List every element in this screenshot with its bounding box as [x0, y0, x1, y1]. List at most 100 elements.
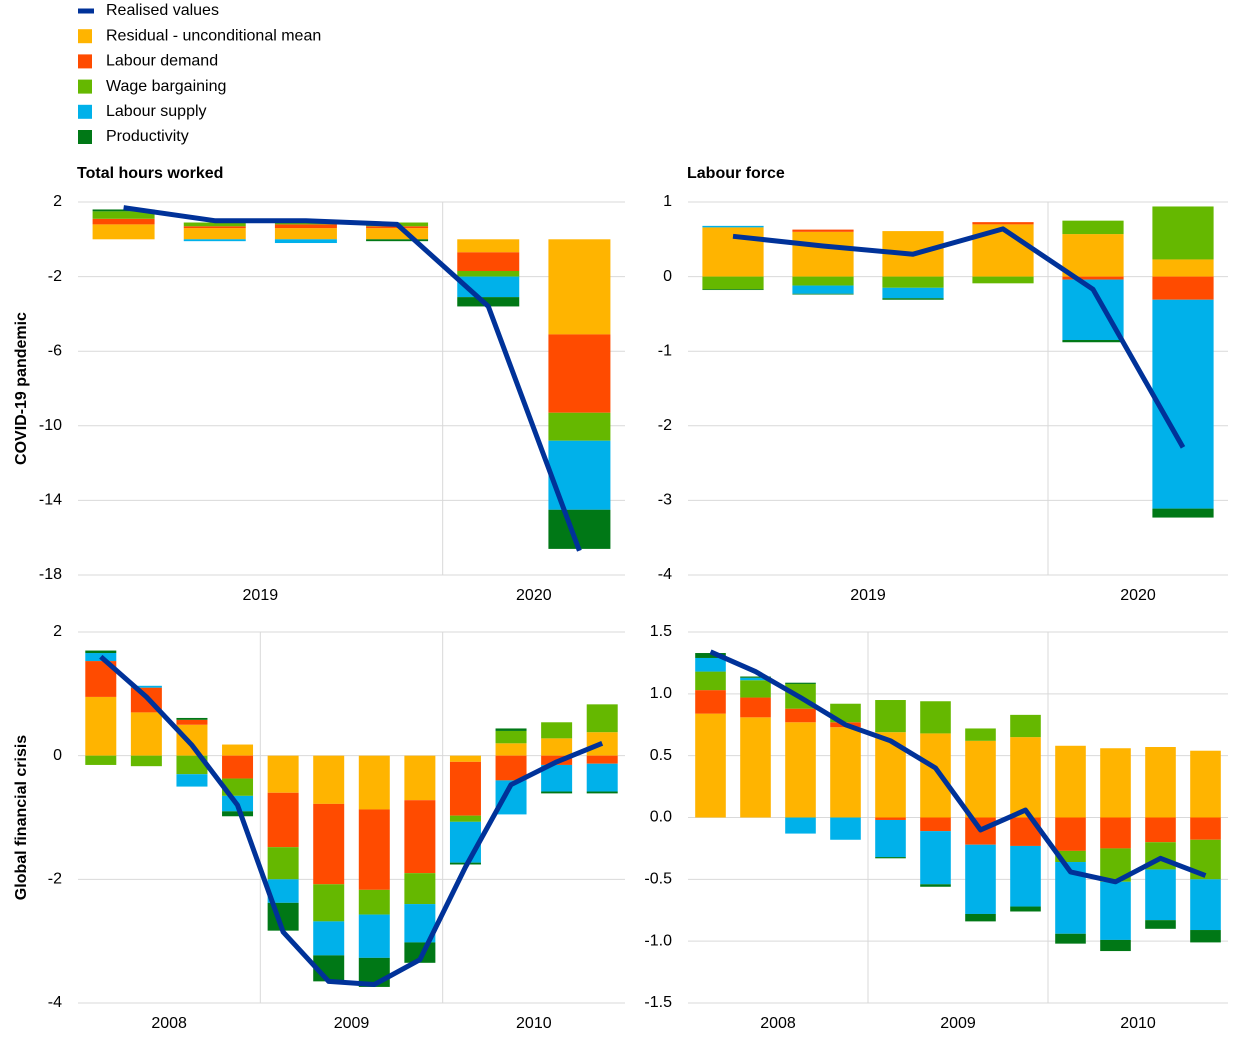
bar-segment [1055, 745, 1086, 818]
y-tick-label: 1.0 [650, 685, 672, 702]
y-tick-label: -1 [658, 342, 672, 359]
bar-segment [313, 921, 345, 956]
bar-segment [830, 817, 861, 840]
realised-line [732, 226, 1186, 449]
bar-segment [176, 774, 208, 787]
legend-swatch [78, 130, 92, 144]
bar-segment [358, 809, 390, 890]
bar-segment [85, 696, 117, 756]
x-group-label: 2008 [760, 1015, 796, 1032]
bar-segment [695, 653, 726, 658]
bar-segment [85, 650, 117, 654]
bar-segment [965, 913, 996, 922]
bar-segment [972, 224, 1034, 277]
bar-segment [1190, 817, 1221, 840]
y-tick-label: -2 [48, 871, 62, 888]
bar-segment [313, 884, 345, 922]
bar-segment [548, 412, 611, 441]
bar-segment [740, 676, 771, 678]
bar-segment [882, 287, 944, 299]
x-group-label: 2019 [243, 587, 279, 604]
bar-segment [1055, 817, 1086, 851]
legend-swatch [78, 54, 92, 69]
panel-title: Labour force [687, 165, 785, 182]
bar-segment [1062, 220, 1124, 235]
legend-label: Labour supply [106, 103, 207, 120]
bar-segment [548, 509, 611, 549]
y-tick-label: -6 [48, 342, 62, 359]
bar-segment [1152, 206, 1214, 260]
bar-segment [702, 225, 764, 228]
bar-segment [1145, 747, 1176, 818]
bar-segment [176, 724, 208, 756]
bar-segment [1100, 817, 1131, 849]
bar-segment [965, 844, 996, 914]
y-tick-label: 2 [53, 623, 62, 640]
bar-segment [92, 218, 155, 225]
bar-segment [785, 682, 816, 684]
bar-segment [267, 879, 299, 903]
bar-segment [1152, 508, 1214, 518]
y-tick-label: -4 [48, 994, 62, 1011]
bar-segment [541, 791, 573, 794]
legend-swatch [78, 79, 92, 94]
bar-segment [92, 224, 155, 240]
bar-segment [222, 744, 254, 756]
bar-segment [404, 873, 436, 905]
bar-segment [457, 239, 520, 253]
bar-segment [404, 800, 436, 874]
bar-segment [1152, 276, 1214, 300]
bar-segment [882, 276, 944, 288]
bar-segment [457, 271, 520, 277]
bar-segment [358, 755, 390, 810]
legend-label: Labour demand [106, 53, 218, 70]
x-group-label: 2010 [516, 1015, 552, 1032]
bar-segment [404, 755, 436, 801]
bar-segment [792, 229, 854, 232]
bar-segment [1145, 817, 1176, 843]
bar-segment [785, 708, 816, 723]
bar-segment [449, 821, 481, 863]
realised-line [709, 649, 1207, 885]
bar-segment [785, 722, 816, 818]
panel-title: Total hours worked [77, 165, 223, 182]
y-tick-label: -14 [39, 492, 62, 509]
bar-segment [792, 285, 854, 294]
y-tick-label: -10 [39, 417, 62, 434]
x-group-label: 2019 [850, 587, 886, 604]
bar-segment [1190, 750, 1221, 818]
bar-segment [548, 334, 611, 413]
legend-swatch [78, 29, 92, 44]
y-tick-label: 1 [663, 193, 672, 210]
bar-segment [449, 755, 481, 762]
bar-segment [313, 755, 345, 804]
bar-segment [183, 226, 246, 229]
x-group-label: 2009 [940, 1015, 976, 1032]
x-group-label: 2009 [334, 1015, 370, 1032]
bar-segment [965, 740, 996, 818]
bar-segment [785, 817, 816, 834]
bar-segment [972, 276, 1034, 284]
bar-segment [222, 755, 254, 779]
y-tick-label: -3 [658, 492, 672, 509]
bar-segment [358, 889, 390, 915]
bar-segment [1190, 930, 1221, 943]
bar-segment [586, 791, 618, 794]
y-axis-label: COVID-19 pandemic [13, 312, 30, 465]
bar-segment [740, 697, 771, 718]
bar-segment [586, 704, 618, 733]
bar-segment [792, 276, 854, 286]
y-axis-label: Global financial crisis [13, 735, 30, 900]
y-tick-label: -2 [658, 417, 672, 434]
y-tick-label: -2 [48, 268, 62, 285]
bar-segment [449, 761, 481, 816]
bar-segment [274, 239, 337, 244]
bar-segment [920, 831, 951, 885]
bar-segment [183, 228, 246, 240]
bar-segment [176, 755, 208, 775]
bar-segment [740, 717, 771, 818]
y-tick-label: -1.0 [644, 932, 672, 949]
bar-segment [358, 914, 390, 958]
bar-segment [882, 298, 944, 300]
legend-label: Residual - unconditional mean [106, 27, 321, 44]
